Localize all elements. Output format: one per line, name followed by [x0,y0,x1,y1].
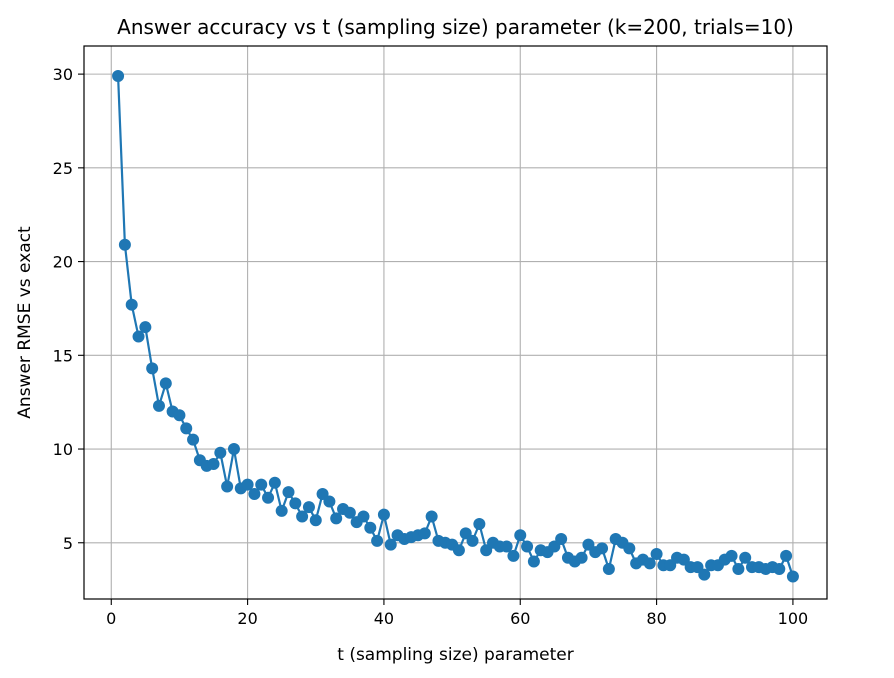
data-point [330,512,343,525]
data-point [602,563,615,576]
y-axis-label: Answer RMSE vs exact [15,226,35,419]
data-point [725,549,738,562]
data-point [296,510,309,523]
data-point [139,321,152,334]
x-tick-label: 80 [646,609,666,628]
data-point [221,480,234,493]
grid-lines [84,46,827,599]
data-point [159,377,172,390]
data-point [786,570,799,583]
data-point [180,422,193,435]
data-point [132,330,145,343]
x-axis-label: t (sampling size) parameter [337,645,574,665]
data-point [623,542,636,555]
chart-title: Answer accuracy vs t (sampling size) par… [117,15,794,39]
series-layer [112,69,799,583]
data-point [173,409,186,422]
data-point [575,551,588,564]
plot-area [83,45,828,600]
data-point [732,563,745,576]
data-point [514,529,527,542]
data-point [255,478,268,491]
data-point [152,399,165,412]
x-tick-label: 60 [510,609,530,628]
data-point [309,514,322,527]
data-point [643,557,656,570]
data-point [698,568,711,581]
data-point [187,433,200,446]
data-point [527,555,540,568]
data-point [343,506,356,519]
data-point [384,538,397,551]
x-tick-label: 40 [374,609,394,628]
data-point [112,69,125,82]
data-point [500,540,513,553]
x-tick-label: 20 [237,609,257,628]
data-point [473,518,486,531]
data-point [207,458,220,471]
data-point [125,298,138,311]
y-tick-label: 25 [53,159,73,178]
data-point [214,446,227,459]
data-point [555,533,568,546]
data-point [248,488,261,501]
data-point [275,504,288,517]
data-point [418,527,431,540]
data-point [289,497,302,510]
data-point [371,534,384,547]
data-point [262,491,275,504]
x-tick-label: 100 [778,609,809,628]
data-point [507,549,520,562]
data-point [739,551,752,564]
data-point [364,521,377,534]
data-point [118,238,131,251]
data-point [146,362,159,375]
data-point [521,540,534,553]
y-axis: 5 10 15 20 25 30 [53,65,84,553]
data-point [377,508,390,521]
y-tick-label: 10 [53,440,73,459]
x-axis: 0 20 40 60 80 100 [106,599,808,628]
data-point [773,563,786,576]
data-point [323,495,336,508]
y-tick-label: 15 [53,346,73,365]
data-point [227,443,240,456]
data-point [425,510,438,523]
data-point [302,501,315,514]
data-point [780,549,793,562]
y-tick-label: 20 [53,253,73,272]
data-point [241,478,254,491]
y-tick-label: 5 [63,534,73,553]
data-point [596,542,609,555]
data-point [268,476,281,489]
data-point [650,548,663,561]
data-point [452,544,465,557]
data-point [357,510,370,523]
data-point [466,534,479,547]
y-tick-label: 30 [53,65,73,84]
x-tick-label: 0 [106,609,116,628]
data-point [282,486,295,499]
